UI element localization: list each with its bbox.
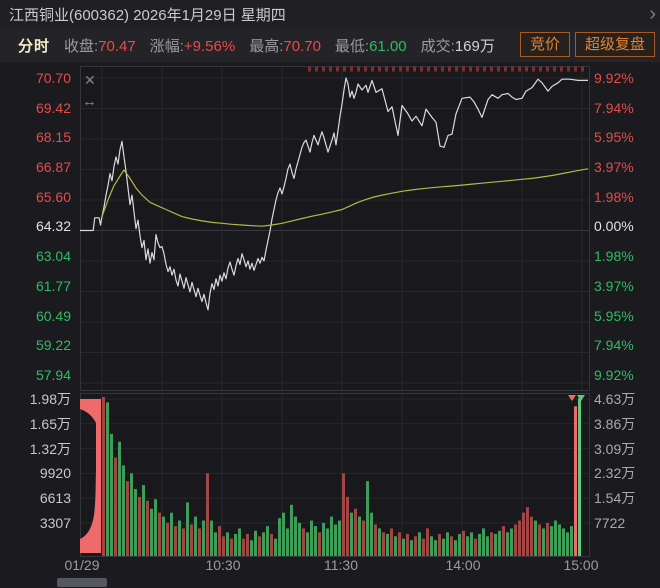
stat-low: 最低:61.00 [334, 37, 407, 55]
pct-axis-right: 9.92% 7.94% 5.95% 3.97% 1.98% 0.00% 1.98… [594, 70, 634, 383]
stat-close: 收盘:70.47 [64, 37, 136, 55]
toolbar-buttons: 竞价 超级复盘 [519, 32, 655, 57]
auction-button[interactable]: 竞价 [519, 32, 570, 57]
title-bar: 江西铜业(600362) 2026年1月29日 星期四 › [0, 0, 660, 28]
info-bar: 分时 收盘:70.47 涨幅:+9.56% 最高:70.70 最低:61.00 … [0, 28, 660, 62]
stat-high: 最高:70.70 [249, 37, 321, 55]
super-replay-button[interactable]: 超级复盘 [574, 32, 655, 57]
stat-close-value: 70.47 [98, 37, 136, 55]
volume-axis-left: 1.98万 1.65万 1.32万 9920 6613 3307 [29, 391, 71, 531]
timeline-scrollbar-thumb[interactable] [57, 578, 107, 587]
chevron-right-icon[interactable]: › [649, 3, 656, 25]
stat-high-value: 70.70 [283, 37, 321, 55]
tab-fenshi[interactable]: 分时 [18, 37, 51, 55]
auction-volume-area [80, 399, 101, 553]
volume-chart-pane[interactable] [80, 393, 590, 557]
resize-horizontal-icon[interactable]: ↔ [82, 93, 97, 110]
x-tick-1130: 11:30 [324, 557, 358, 573]
volume-axis-right: 4.63万 3.86万 3.09万 2.32万 1.54万 7722 [594, 391, 636, 531]
x-tick-1500: 15:00 [563, 557, 599, 573]
x-tick-1400: 14:00 [445, 557, 481, 573]
stat-change: 涨幅:+9.56% [149, 37, 236, 55]
close-icon[interactable]: ✕ [84, 72, 96, 88]
stat-change-value: +9.56% [183, 37, 236, 55]
price-chart-pane[interactable] [80, 66, 590, 391]
stat-volume: 成交:169万 [420, 37, 495, 55]
price-axis-left: 70.70 69.42 68.15 66.87 65.60 64.32 63.0… [35, 70, 71, 383]
x-tick-1030: 10:30 [205, 557, 241, 573]
x-tick-date: 01/29 [64, 557, 100, 573]
window-title: 江西铜业(600362) 2026年1月29日 星期四 [9, 6, 286, 24]
stat-volume-value: 169万 [454, 37, 495, 55]
stat-low-value: 61.00 [369, 37, 407, 55]
